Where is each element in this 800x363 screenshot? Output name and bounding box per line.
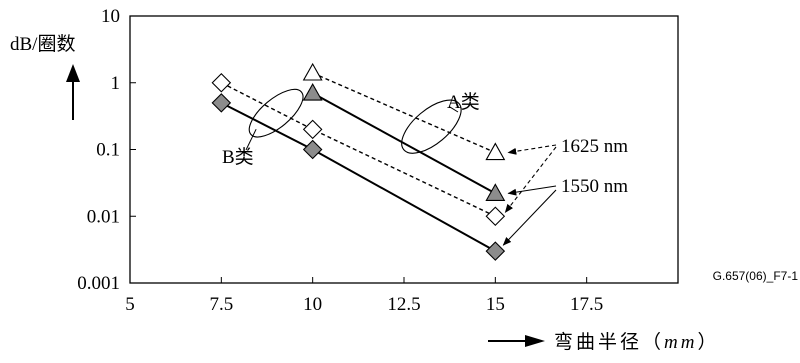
x-tick-label: 5 — [125, 294, 135, 315]
wavelength-label-1625: 1625 nm — [561, 136, 628, 157]
x-tick-label: 17.5 — [570, 294, 603, 315]
point-b-1625-nm — [211, 72, 232, 93]
class-a-ellipse — [401, 99, 462, 154]
point-b-1550-nm — [211, 93, 232, 113]
series-layer — [211, 62, 506, 261]
x-tick-label: 10 — [303, 294, 322, 315]
arrow-1550-a — [507, 185, 557, 196]
arrow-1625-b — [504, 146, 557, 213]
class-b-leader — [245, 128, 257, 151]
arrow-1550-b — [502, 189, 557, 246]
series-line-a-1625-nm — [312, 72, 496, 154]
y-axis-label: dB/圈数 — [10, 33, 75, 55]
wavelength-label-1550: 1550 nm — [561, 176, 628, 197]
series-line-a-1550-nm — [312, 92, 496, 195]
point-a-1550-nm — [485, 183, 506, 201]
x-axis-label: 弯曲半径（mm） — [554, 331, 719, 353]
y-axis-ticks: 0.001 0.01 0.1 1 10 — [77, 6, 136, 294]
class-a-leader — [449, 106, 459, 113]
point-b-1550-nm — [485, 241, 506, 261]
x-axis-label-unit: mm — [664, 332, 697, 353]
y-tick-label: 0.001 — [77, 273, 120, 294]
series-line-b-1550-nm — [220, 101, 496, 253]
x-tick-label: 15 — [486, 294, 505, 315]
annotation-layer: A类 B类 1625 nm 1550 nm — [222, 88, 628, 246]
x-axis-label-close: ） — [697, 331, 719, 353]
point-a-1625-nm — [485, 142, 506, 161]
point-a-1550-nm — [302, 82, 323, 101]
x-axis-ticks: 5 7.5 10 12.5 15 17.5 — [125, 277, 603, 315]
x-tick-label: 12.5 — [387, 294, 420, 315]
y-axis-arrow-head — [66, 64, 80, 82]
y-tick-label: 10 — [101, 6, 120, 27]
figure-id: G.657(06)_F7-1 — [713, 269, 799, 283]
point-b-1550-nm — [302, 139, 323, 160]
arrow-1625-a — [507, 144, 557, 155]
class-b-ellipse — [248, 88, 304, 138]
y-tick-label: 1 — [111, 73, 121, 94]
point-a-1625-nm — [302, 62, 323, 81]
x-axis-label-text: 弯曲半径（ — [554, 331, 664, 353]
x-axis-arrow-head — [525, 335, 545, 347]
class-b-label: B类 — [222, 146, 254, 168]
point-b-1625-nm — [485, 206, 506, 227]
y-tick-label: 0.1 — [96, 140, 120, 161]
x-tick-label: 7.5 — [209, 294, 233, 315]
y-tick-label: 0.01 — [87, 206, 120, 227]
class-a-label: A类 — [447, 91, 480, 113]
point-b-1625-nm — [302, 119, 323, 140]
